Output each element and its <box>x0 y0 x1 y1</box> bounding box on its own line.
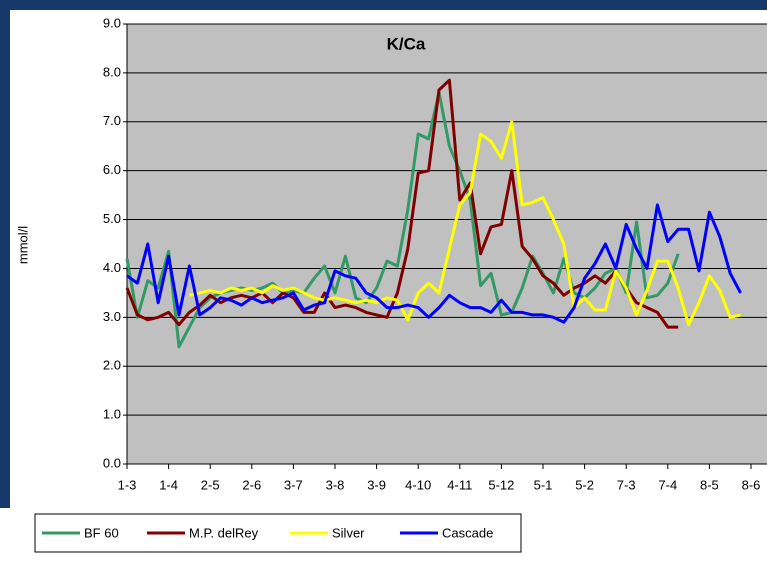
x-tick-label: 3-9 <box>367 477 386 492</box>
x-tick-label: 1-4 <box>159 477 178 492</box>
y-tick-label: 5.0 <box>103 211 121 226</box>
y-tick-label: 2.0 <box>103 358 121 373</box>
x-tick-label: 5-12 <box>488 477 514 492</box>
x-tick-label: 1-3 <box>118 477 137 492</box>
x-tick-label: 5-2 <box>575 477 594 492</box>
x-tick-label: 7-4 <box>658 477 677 492</box>
y-tick-label: 6.0 <box>103 162 121 177</box>
y-tick-label: 9.0 <box>103 15 121 30</box>
y-tick-label: 1.0 <box>103 407 121 422</box>
y-axis-label: mmol/l <box>15 226 30 264</box>
legend-label: M.P. delRey <box>189 525 259 540</box>
legend-label: Cascade <box>442 525 493 540</box>
y-tick-label: 4.0 <box>103 260 121 275</box>
y-tick-label: 0.0 <box>103 455 121 470</box>
x-tick-label: 2-5 <box>201 477 220 492</box>
frame-left <box>0 0 10 508</box>
legend <box>34 513 522 553</box>
y-tick-label: 7.0 <box>103 113 121 128</box>
x-tick-label: 3-7 <box>284 477 303 492</box>
plot-area <box>127 24 767 464</box>
frame-top <box>0 0 767 10</box>
x-tick-label: 4-10 <box>405 477 431 492</box>
legend-label: BF 60 <box>84 525 119 540</box>
x-tick-label: 2-6 <box>242 477 261 492</box>
y-tick-label: 3.0 <box>103 309 121 324</box>
series-line <box>189 120 741 327</box>
x-tick-label: 8-5 <box>700 477 719 492</box>
y-tick-label: 8.0 <box>103 64 121 79</box>
x-tick-label: 7-3 <box>617 477 636 492</box>
x-tick-label: 5-1 <box>534 477 553 492</box>
x-tick-label: 8-6 <box>742 477 761 492</box>
x-tick-label: 3-8 <box>326 477 345 492</box>
chart-title: K/Ca <box>387 34 426 53</box>
legend-label: Silver <box>332 525 365 540</box>
x-tick-label: 4-11 <box>447 477 472 492</box>
series-line <box>126 203 742 324</box>
